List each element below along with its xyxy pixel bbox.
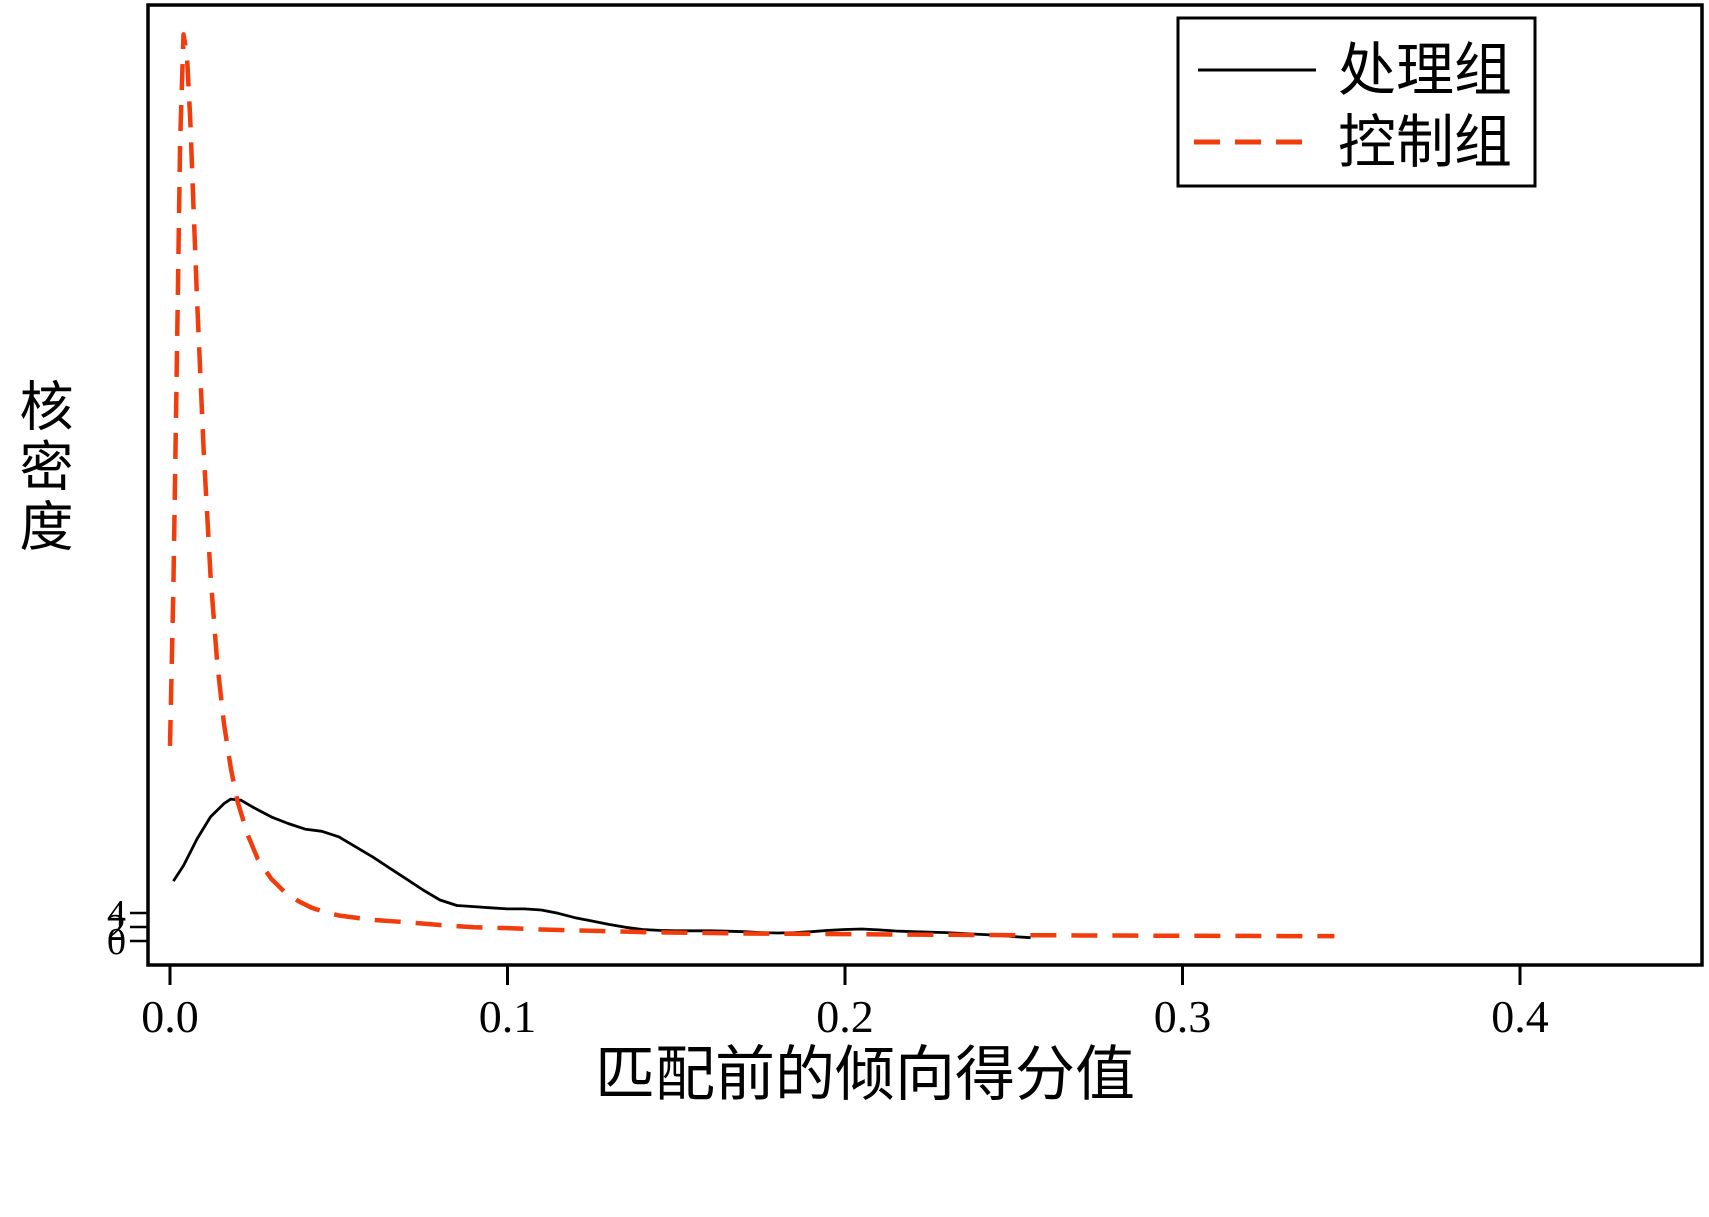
x-tick-label: 0.1	[479, 991, 537, 1042]
legend-label-control: 控制组	[1338, 110, 1512, 175]
y-axis-ticks: 024	[107, 893, 148, 963]
x-axis-title: 匹配前的倾向得分值	[595, 1042, 1135, 1108]
x-tick-label: 0.3	[1154, 991, 1212, 1042]
series-line-0	[172, 797, 1031, 940]
x-tick-label: 0.2	[816, 991, 874, 1042]
plot-frame	[146, 3, 1704, 967]
y-axis-title: 核密度	[11, 378, 71, 558]
legend-box	[1176, 16, 1537, 188]
y-tick-label: 0	[107, 921, 126, 963]
legend-label-treatment: 处理组	[1338, 38, 1512, 103]
x-tick-label: 0.0	[141, 991, 199, 1042]
y-tick-label: 2	[107, 907, 126, 949]
legend: 处理组 控制组	[1176, 16, 1537, 188]
series-line-1	[167, 32, 1335, 939]
x-tick-label: 0.4	[1491, 991, 1549, 1042]
series-group	[167, 32, 1335, 940]
y-tick-label: 4	[107, 893, 126, 935]
x-axis-ticks: 0.0 0.1 0.2 0.3 0.4	[141, 965, 1549, 1042]
